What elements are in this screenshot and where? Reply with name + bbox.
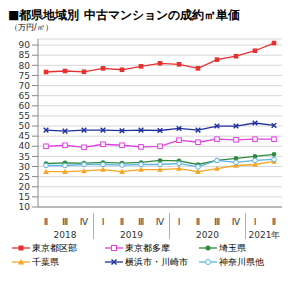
html-text:神奈川県他: 神奈川県他 bbox=[218, 257, 264, 267]
svg-text:40: 40 bbox=[19, 141, 31, 151]
svg-text:45: 45 bbox=[19, 131, 30, 141]
svg-text:75: 75 bbox=[19, 71, 30, 81]
svg-text:10: 10 bbox=[19, 202, 31, 212]
svg-text:55: 55 bbox=[19, 111, 30, 121]
svg-text:Ⅰ: Ⅰ bbox=[254, 217, 257, 227]
svg-text:2020: 2020 bbox=[196, 230, 219, 239]
svg-text:Ⅱ: Ⅱ bbox=[196, 217, 200, 227]
html-text:（万円/㎡）: （万円/㎡） bbox=[10, 23, 53, 32]
svg-text:Ⅱ: Ⅱ bbox=[272, 217, 276, 227]
svg-text:2019: 2019 bbox=[120, 230, 143, 239]
svg-text:85: 85 bbox=[19, 50, 30, 60]
svg-text:2021年: 2021年 bbox=[249, 230, 281, 239]
svg-text:Ⅰ: Ⅰ bbox=[102, 217, 105, 227]
svg-text:90: 90 bbox=[19, 40, 31, 50]
svg-text:65: 65 bbox=[19, 91, 30, 101]
svg-text:15: 15 bbox=[19, 192, 30, 202]
html-text:東京都区部: 東京都区部 bbox=[32, 243, 77, 253]
svg-text:Ⅲ: Ⅲ bbox=[138, 217, 144, 227]
svg-text:Ⅲ: Ⅲ bbox=[62, 217, 68, 227]
svg-text:Ⅳ: Ⅳ bbox=[156, 217, 165, 227]
svg-text:Ⅱ: Ⅱ bbox=[44, 217, 48, 227]
html-text:千葉県: 千葉県 bbox=[32, 257, 59, 267]
svg-text:Ⅰ: Ⅰ bbox=[178, 217, 181, 227]
svg-text:50: 50 bbox=[19, 121, 31, 131]
svg-text:Ⅳ: Ⅳ bbox=[80, 217, 89, 227]
svg-text:Ⅳ: Ⅳ bbox=[232, 217, 241, 227]
html-text:横浜市・川崎市: 横浜市・川崎市 bbox=[125, 257, 189, 267]
svg-text:25: 25 bbox=[19, 172, 30, 182]
svg-text:30: 30 bbox=[19, 162, 31, 172]
svg-text:70: 70 bbox=[19, 81, 31, 91]
html-text:埼玉県: 埼玉県 bbox=[218, 243, 246, 253]
svg-text:60: 60 bbox=[19, 101, 31, 111]
html-text:■都県地域別 中古マンションの成約㎡単価: ■都県地域別 中古マンションの成約㎡単価 bbox=[8, 8, 240, 22]
html-text:東京都多摩: 東京都多摩 bbox=[125, 243, 171, 253]
svg-text:80: 80 bbox=[19, 61, 31, 71]
svg-text:Ⅱ: Ⅱ bbox=[120, 217, 124, 227]
svg-text:2018: 2018 bbox=[54, 230, 77, 239]
svg-text:Ⅲ: Ⅲ bbox=[214, 217, 220, 227]
svg-text:35: 35 bbox=[19, 152, 30, 162]
svg-text:20: 20 bbox=[19, 182, 31, 192]
